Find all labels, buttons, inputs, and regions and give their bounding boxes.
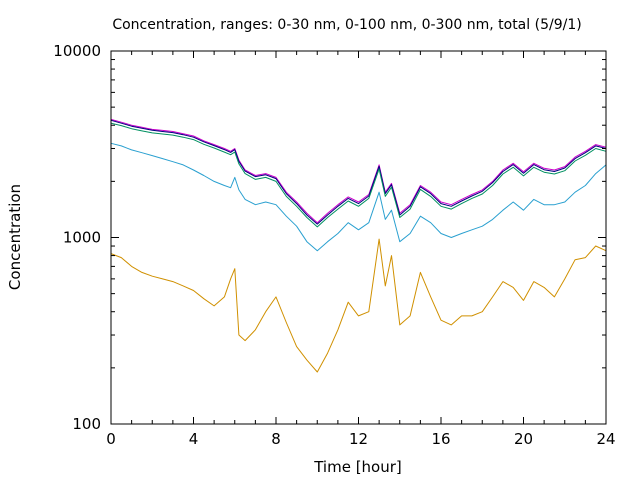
x-tick-label: 4 bbox=[189, 430, 199, 448]
x-tick-label: 0 bbox=[106, 430, 116, 448]
chart-title: Concentration, ranges: 0-30 nm, 0-100 nm… bbox=[112, 17, 581, 33]
series-line-3 bbox=[110, 122, 607, 228]
plot-frame bbox=[110, 50, 607, 425]
y-axis-label: Concentration bbox=[6, 184, 24, 290]
series-line-2 bbox=[110, 119, 607, 225]
series-line-5 bbox=[110, 238, 607, 373]
series-line-4 bbox=[110, 142, 607, 252]
x-tick-label: 20 bbox=[514, 430, 533, 448]
axes-layer: 0 4 8 12 16 20 24 100 1000 10000 bbox=[53, 42, 615, 448]
x-axis-label: Time [hour] bbox=[313, 458, 402, 476]
x-tick-label: 12 bbox=[349, 430, 368, 448]
x-tick-label: 16 bbox=[431, 430, 450, 448]
y-tick-label: 1000 bbox=[63, 229, 101, 247]
y-tick-label: 10000 bbox=[53, 42, 101, 60]
x-tick-label: 8 bbox=[271, 430, 281, 448]
x-tick-label: 24 bbox=[596, 430, 615, 448]
series-line-1 bbox=[110, 118, 607, 224]
y-tick-label: 100 bbox=[72, 415, 101, 433]
series-layer bbox=[110, 118, 607, 373]
